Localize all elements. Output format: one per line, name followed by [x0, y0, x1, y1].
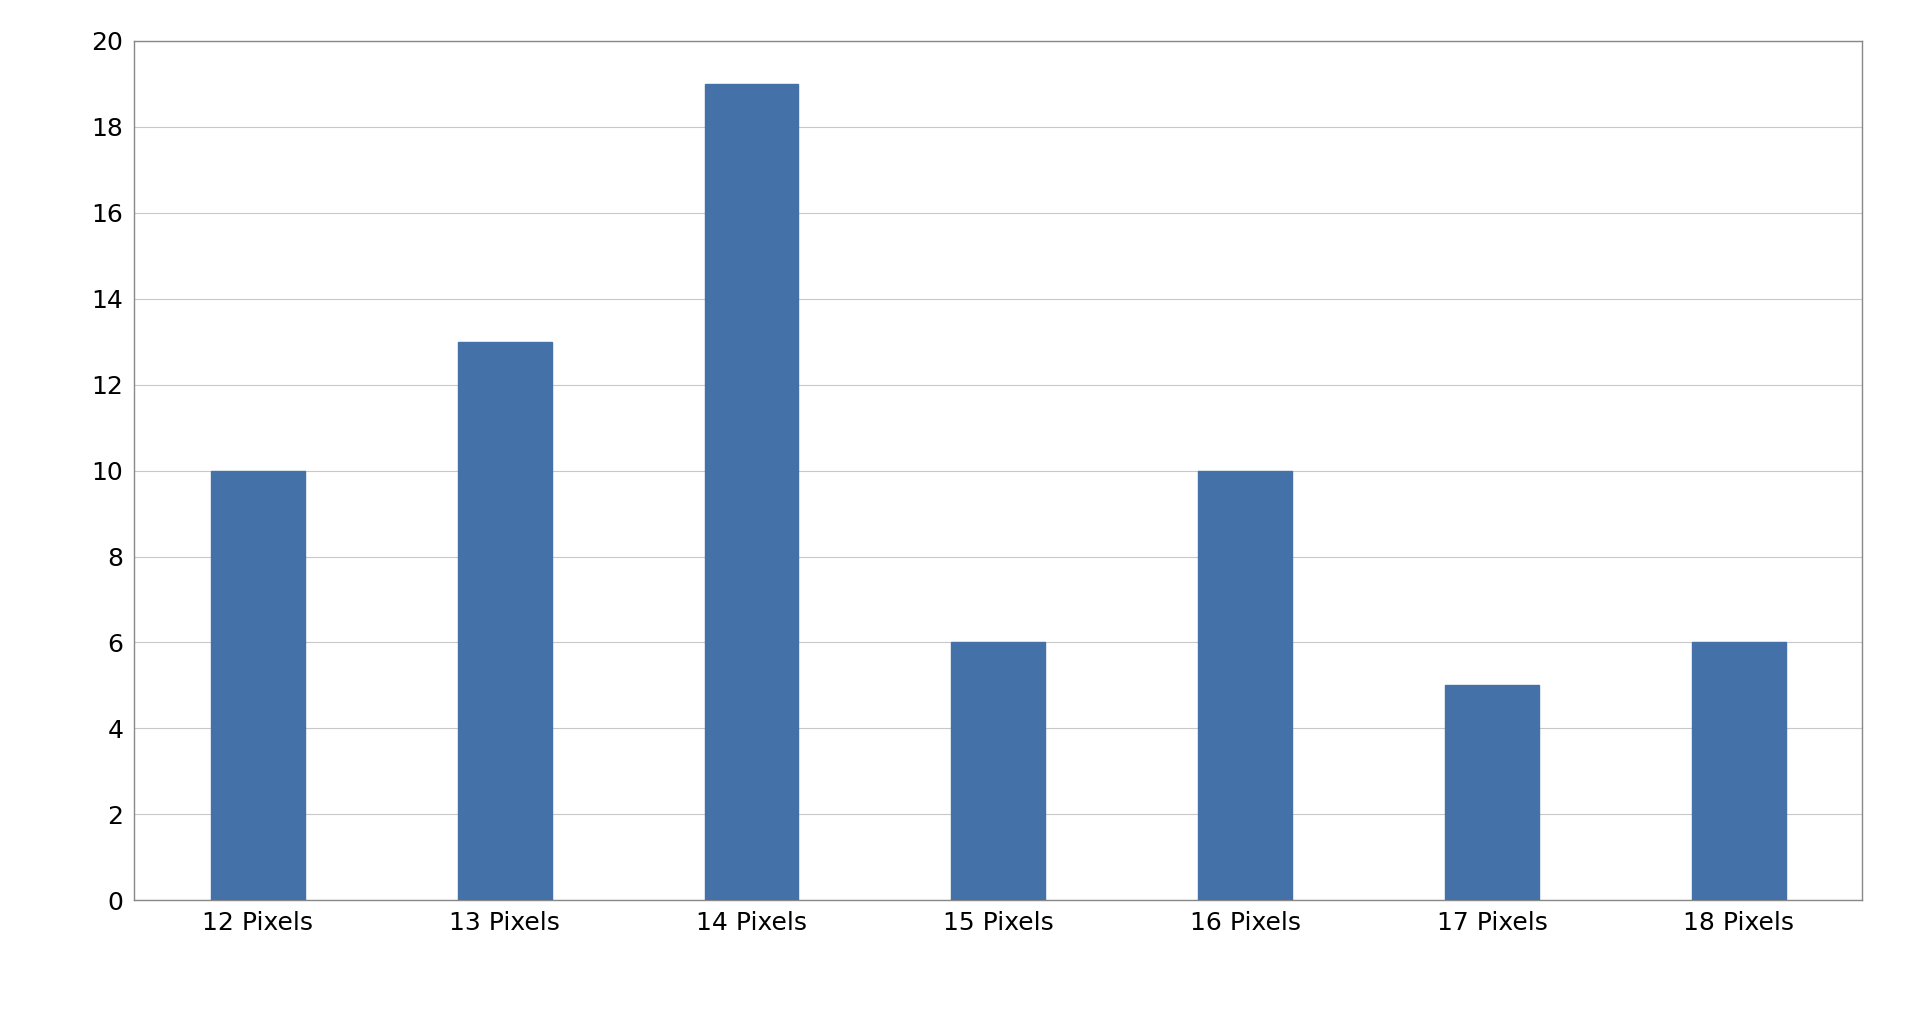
Bar: [1198, 471, 1292, 900]
Bar: [211, 471, 305, 900]
Bar: [952, 642, 1044, 900]
Bar: [705, 84, 799, 900]
Bar: [457, 342, 551, 900]
Bar: [1446, 685, 1540, 900]
Bar: [1692, 642, 1786, 900]
